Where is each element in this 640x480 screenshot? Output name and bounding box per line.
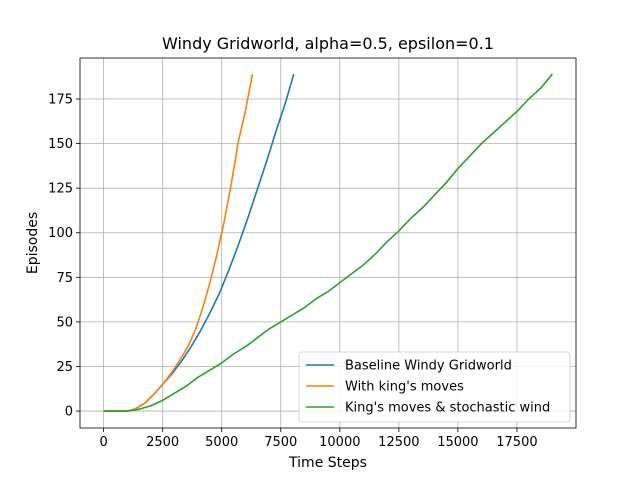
series-line-1 <box>103 73 254 412</box>
legend-label-0: Baseline Windy Gridworld <box>345 359 512 374</box>
ticks: 0 2500 5000 7500 10000 12500 15000 17500 0 25 50 75… <box>48 93 537 450</box>
y-axis-label: Episodes <box>25 212 41 274</box>
x-tick-label: 0 <box>99 435 107 450</box>
y-tick-label: 125 <box>48 182 73 197</box>
plot-frame <box>79 57 577 429</box>
legend-label-2: King's moves & stochastic wind <box>345 401 550 416</box>
y-tick-label: 175 <box>48 93 73 108</box>
y-tick-label: 25 <box>56 360 73 375</box>
x-tick-label: 17500 <box>496 435 537 450</box>
x-tick-label: 12500 <box>378 435 419 450</box>
legend-box <box>298 351 571 423</box>
series-group <box>103 73 553 412</box>
x-tick-label: 10000 <box>319 435 360 450</box>
x-tick-label: 5000 <box>205 435 238 450</box>
x-axis-label: Time Steps <box>288 455 367 471</box>
y-tick-label: 75 <box>56 271 73 286</box>
series-line-2 <box>103 73 553 412</box>
legend-label-1: With king's moves <box>345 380 464 395</box>
x-tick-label: 2500 <box>146 435 179 450</box>
x-tick-label: 15000 <box>437 435 478 450</box>
legend: Baseline Windy Gridworld With king's move… <box>298 351 571 423</box>
y-tick-label: 150 <box>48 137 73 152</box>
y-tick-label: 0 <box>65 405 73 420</box>
y-tick-label: 100 <box>48 226 73 241</box>
x-tick-label: 7500 <box>264 435 297 450</box>
y-tick-label: 50 <box>56 315 73 330</box>
chart-title: Windy Gridworld, alpha=0.5, epsilon=0.1 <box>162 34 494 53</box>
